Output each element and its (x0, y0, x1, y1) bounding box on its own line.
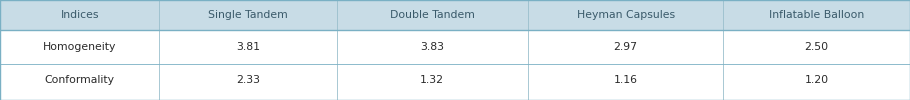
Text: Conformality: Conformality (45, 75, 115, 85)
Bar (0, 30, 910, 100)
Text: 2.50: 2.50 (804, 42, 829, 52)
Text: 1.16: 1.16 (613, 75, 638, 85)
Text: 1.32: 1.32 (420, 75, 444, 85)
Text: 2.33: 2.33 (236, 75, 260, 85)
Text: 1.20: 1.20 (804, 75, 829, 85)
Text: Indices: Indices (60, 10, 99, 20)
Text: Single Tandem: Single Tandem (208, 10, 288, 20)
Bar (0, 0, 910, 30)
Text: Double Tandem: Double Tandem (389, 10, 475, 20)
Text: Heyman Capsules: Heyman Capsules (577, 10, 674, 20)
Text: 3.81: 3.81 (236, 42, 260, 52)
Text: 2.97: 2.97 (613, 42, 638, 52)
Text: Inflatable Balloon: Inflatable Balloon (769, 10, 864, 20)
Text: 3.83: 3.83 (420, 42, 444, 52)
Text: Homogeneity: Homogeneity (43, 42, 116, 52)
